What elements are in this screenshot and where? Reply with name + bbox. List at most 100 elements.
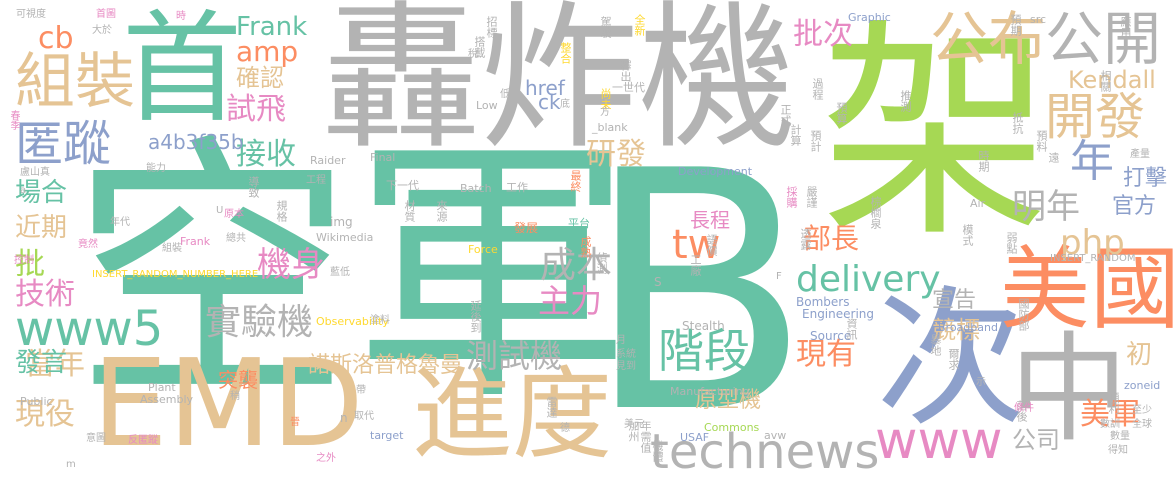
word: 推測	[899, 90, 912, 112]
word: 首	[122, 0, 242, 139]
word: 空軍	[72, 112, 632, 438]
word: 競標	[932, 316, 980, 344]
word: 全新	[633, 14, 646, 36]
word: 長程	[690, 208, 730, 232]
word: n	[340, 411, 348, 425]
word: F	[776, 271, 782, 282]
word: 系統	[616, 349, 636, 360]
word: 延後到	[469, 300, 482, 333]
word: 國防部	[1017, 298, 1030, 331]
word: 成熟	[579, 236, 592, 258]
word: 公開	[1045, 5, 1162, 73]
word: B	[585, 101, 812, 482]
word: Wikimedia	[316, 231, 374, 244]
word: 發展	[514, 221, 539, 235]
word: 暴地	[929, 334, 942, 356]
word: ck	[538, 90, 561, 114]
word: U	[216, 205, 224, 216]
word: Development	[678, 165, 753, 178]
word: Public	[20, 395, 53, 408]
word: 下一代	[386, 179, 419, 192]
word: 場合	[15, 178, 68, 208]
word: 美國	[1000, 237, 1175, 342]
word: m	[66, 459, 76, 470]
word: 接收	[236, 137, 296, 172]
word: 公布	[930, 5, 1047, 73]
word: 平台	[568, 217, 590, 230]
word: 尚未	[599, 88, 612, 110]
word: 反匿蹤	[128, 435, 158, 446]
word: 預期	[1009, 14, 1022, 36]
word: 公司	[1012, 426, 1060, 454]
word: 雷達	[545, 396, 558, 418]
word: 轟炸機	[322, 0, 796, 171]
word: 工廠	[689, 254, 702, 276]
word: 美軍	[1080, 397, 1140, 432]
word: Kendall	[1068, 66, 1156, 94]
word: 主力	[538, 282, 603, 320]
word: USAF	[680, 431, 710, 444]
word: 明年	[1012, 187, 1080, 227]
word: 之外	[316, 453, 336, 464]
word: 原本	[224, 209, 244, 220]
word: 數量	[1110, 431, 1130, 442]
word: Raider	[310, 154, 346, 167]
word: 全球	[1132, 419, 1152, 430]
word: 時	[176, 11, 186, 22]
word: Frank	[180, 235, 211, 248]
word: 一世代	[612, 81, 645, 94]
word: 計算	[789, 124, 802, 146]
word: 順利	[1107, 392, 1120, 414]
word: 實驗機	[205, 302, 314, 343]
word: 材質	[403, 200, 416, 222]
word: 研發	[586, 137, 646, 172]
word: target	[370, 429, 404, 442]
word: Observability	[316, 315, 389, 328]
word: 方	[600, 107, 610, 118]
word: 正式	[779, 104, 792, 126]
word: avw	[764, 429, 787, 442]
word: Source	[810, 329, 852, 343]
word: Engineering	[802, 307, 874, 321]
word: INSERT_RANDOM_NUMBER_HERE	[92, 269, 259, 280]
word: 數訓	[1100, 419, 1120, 430]
word: 德	[560, 423, 570, 434]
word: 爾求	[947, 348, 960, 370]
word: 發言	[15, 348, 68, 378]
word: 中	[1010, 320, 1129, 458]
word: 駕駛	[599, 16, 612, 38]
word: 時期	[977, 150, 990, 172]
word: Assembly	[140, 393, 194, 406]
word: img	[330, 215, 353, 229]
word: Batch	[460, 182, 492, 195]
word: src	[1030, 13, 1047, 26]
word: zoneid	[1124, 379, 1161, 392]
word: 嚴謹	[805, 186, 818, 208]
word: EMD	[92, 335, 364, 474]
word: 模式	[961, 224, 974, 246]
word: 過程	[811, 78, 824, 100]
word: 整合	[559, 42, 572, 64]
word: 低	[500, 89, 510, 100]
word: 預計	[809, 130, 822, 152]
word: 控制	[14, 255, 34, 266]
word: 規格	[275, 200, 288, 222]
word: 落後	[1015, 400, 1028, 422]
word: 春季	[8, 110, 19, 130]
word: 美元	[624, 419, 644, 430]
word: 可視度	[16, 9, 46, 20]
word: Force	[468, 243, 498, 256]
word: 部長	[803, 222, 860, 255]
word: Bombers	[796, 295, 850, 309]
word: 總共	[226, 233, 246, 244]
word: 釋出	[619, 60, 632, 82]
word: 產量	[1130, 149, 1150, 160]
word: 抵抗	[1011, 112, 1024, 134]
word: 透露	[799, 228, 812, 250]
word: 預料	[1035, 130, 1048, 152]
word: 導致	[247, 176, 260, 198]
word: 現有	[796, 337, 856, 372]
word: S	[654, 275, 662, 289]
word: 宣告	[932, 288, 977, 313]
